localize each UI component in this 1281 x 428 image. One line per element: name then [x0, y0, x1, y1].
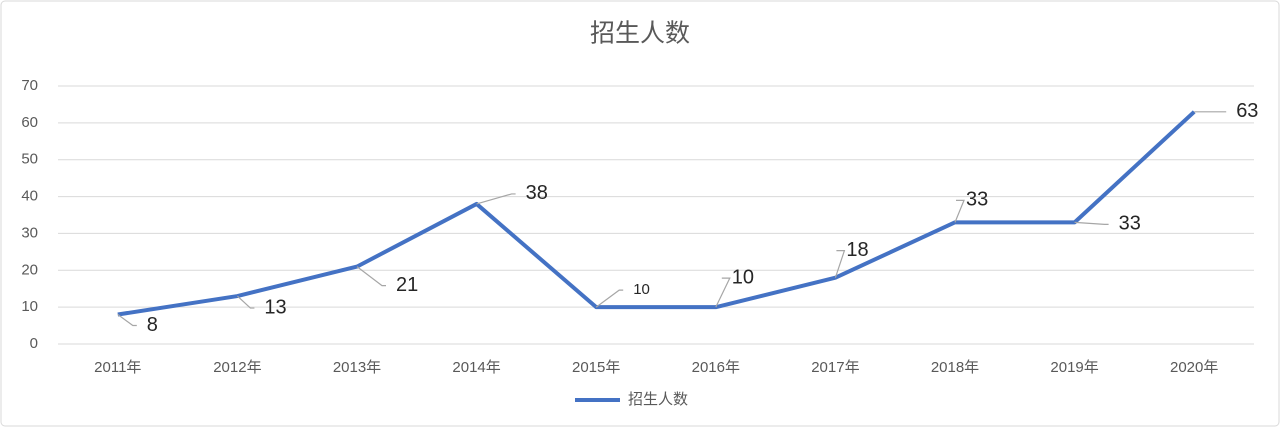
leader-line: [595, 289, 624, 308]
chart-title: 招生人数: [590, 20, 690, 48]
y-tick-label: 70: [21, 77, 38, 94]
data-label: 8: [147, 314, 158, 336]
data-label: 33: [966, 189, 988, 211]
x-tick-label: 2015年: [572, 359, 620, 376]
y-tick-label: 30: [21, 224, 38, 241]
x-tick-label: 2016年: [692, 359, 740, 376]
x-tick-label: 2018年: [931, 359, 979, 376]
x-tick-label: 2017年: [811, 359, 859, 376]
data-label: 33: [1119, 213, 1141, 235]
y-tick-label: 20: [21, 261, 38, 278]
leader-line: [236, 295, 255, 309]
data-label: 38: [526, 182, 548, 204]
data-label: 18: [846, 239, 868, 261]
leader-line: [476, 193, 516, 205]
x-tick-label: 2013年: [333, 359, 381, 376]
y-tick-label: 0: [30, 335, 38, 352]
leader-line: [117, 314, 137, 327]
y-tick-label: 40: [21, 188, 38, 205]
leader-line: [356, 266, 386, 287]
data-line: [117, 110, 1196, 317]
data-label: 10: [732, 266, 754, 288]
x-tick-label: 2019年: [1050, 359, 1098, 376]
leader-line: [954, 199, 965, 223]
leader-line: [715, 277, 731, 308]
y-tick-label: 60: [21, 114, 38, 131]
leader-line: [834, 250, 846, 278]
data-label: 63: [1236, 100, 1258, 122]
x-tick-label: 2014年: [452, 359, 500, 376]
x-tick-label: 2011年: [94, 359, 141, 376]
data-label: 21: [396, 274, 418, 296]
data-label: 10: [633, 281, 650, 298]
data-label: 13: [264, 296, 286, 318]
y-tick-label: 50: [21, 151, 38, 168]
legend-label: 招生人数: [628, 391, 688, 408]
x-tick-label: 2012年: [213, 359, 261, 376]
leader-line: [1074, 221, 1109, 225]
x-tick-label: 2020年: [1170, 359, 1218, 376]
y-tick-label: 10: [21, 298, 38, 315]
